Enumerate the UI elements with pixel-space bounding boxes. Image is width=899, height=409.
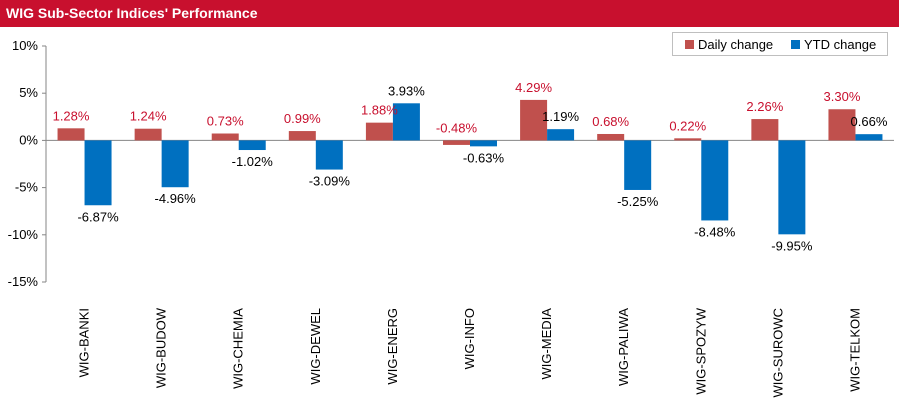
- data-label-daily: 3.30%: [824, 89, 861, 104]
- bar-daily-change: [597, 133, 625, 141]
- legend-label-daily: Daily change: [698, 37, 774, 52]
- bar-daily-change: [134, 128, 162, 141]
- bar-ytd-change: [392, 103, 420, 141]
- data-label-ytd: -9.95%: [771, 238, 813, 253]
- bar-daily-change: [288, 131, 316, 141]
- bar-daily-change: [751, 119, 779, 141]
- data-label-ytd: 0.66%: [851, 114, 888, 129]
- legend-swatch-daily: [685, 40, 694, 49]
- bar-daily-change: [828, 109, 856, 141]
- bar-ytd-change: [547, 129, 575, 141]
- x-category-label: WIG-MEDIA: [539, 308, 554, 380]
- bar-daily-change: [674, 138, 702, 141]
- data-label-daily: 0.99%: [284, 111, 321, 126]
- chart-legend: Daily change YTD change: [672, 32, 888, 56]
- data-label-ytd: 3.93%: [388, 83, 425, 98]
- bar-ytd-change: [238, 140, 266, 151]
- x-category-label: WIG-INFO: [462, 308, 477, 369]
- data-label-ytd: -6.87%: [77, 209, 119, 224]
- data-label-ytd: -4.96%: [155, 191, 197, 206]
- x-category-label: WIG-CHEMIA: [231, 308, 246, 389]
- y-tick-label: 0%: [19, 132, 38, 147]
- chart-title: WIG Sub-Sector Indices' Performance: [0, 0, 899, 27]
- bar-daily-change: [365, 122, 393, 141]
- legend-swatch-ytd: [791, 40, 800, 49]
- bar-ytd-change: [315, 140, 343, 170]
- data-label-daily: 0.73%: [207, 114, 244, 129]
- data-label-daily: 1.24%: [130, 109, 167, 124]
- bar-daily-change: [520, 99, 548, 141]
- x-category-label: WIG-DEWEL: [308, 308, 323, 385]
- data-label-ytd: -5.25%: [617, 194, 659, 209]
- y-tick-label: -10%: [8, 227, 39, 242]
- x-category-label: WIG-BANKI: [77, 308, 92, 377]
- data-label-ytd: 1.19%: [542, 109, 579, 124]
- x-category-label: WIG-SPOZYW: [693, 307, 708, 394]
- bar-ytd-change: [84, 140, 112, 206]
- x-category-label: WIG-BUDOW: [154, 307, 169, 388]
- bar-ytd-change: [470, 140, 497, 147]
- data-label-daily: 4.29%: [515, 80, 552, 95]
- bar-daily-change: [211, 133, 239, 141]
- y-tick-label: 5%: [19, 85, 38, 100]
- data-label-ytd: -3.09%: [309, 174, 351, 189]
- y-tick-label: -15%: [8, 274, 39, 289]
- y-tick-label: -5%: [15, 180, 39, 195]
- legend-item-ytd: YTD change: [791, 37, 876, 52]
- bar-ytd-change: [701, 140, 729, 221]
- data-label-daily: 2.26%: [746, 99, 783, 114]
- bar-daily-change: [57, 128, 85, 141]
- data-label-daily: 1.28%: [53, 108, 90, 123]
- data-label-daily: 1.88%: [361, 103, 398, 118]
- y-tick-label: 10%: [12, 38, 38, 53]
- data-label-daily: 0.68%: [592, 114, 629, 129]
- bar-ytd-change: [855, 134, 883, 141]
- bar-ytd-change: [778, 140, 806, 235]
- x-category-label: WIG-PALIWA: [616, 308, 631, 386]
- x-category-label: WIG-TELKOM: [847, 308, 862, 392]
- bar-ytd-change: [624, 140, 652, 190]
- data-label-daily: 0.22%: [669, 118, 706, 133]
- x-category-label: WIG-ENERG: [385, 308, 400, 385]
- data-label-daily: -0.48%: [436, 120, 478, 135]
- data-label-ytd: -0.63%: [463, 150, 505, 165]
- legend-item-daily: Daily change: [685, 37, 773, 52]
- bar-ytd-change: [161, 140, 189, 188]
- data-label-ytd: -1.02%: [232, 154, 274, 169]
- legend-label-ytd: YTD change: [804, 37, 877, 52]
- bar-daily-change: [443, 140, 470, 145]
- data-label-ytd: -8.48%: [694, 224, 736, 239]
- x-category-label: WIG-SUROWC: [770, 308, 785, 398]
